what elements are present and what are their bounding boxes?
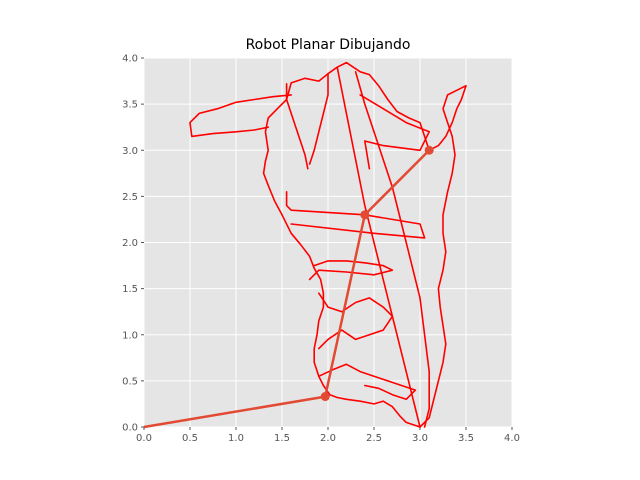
x-tick-label: 1.0 <box>228 433 244 444</box>
y-tick-label: 1.5 <box>122 284 138 295</box>
x-axis: 0.0 0.5 1.0 1.5 2.0 2.5 3.0 3.5 4.0 <box>136 427 520 444</box>
y-axis: 0.0 0.5 1.0 1.5 2.0 2.5 3.0 3.5 4.0 <box>122 54 144 434</box>
drawing-path-3 <box>285 83 309 170</box>
drawing-path-6 <box>336 66 421 428</box>
x-tick-label: 2.0 <box>320 433 336 444</box>
drawing-path-9 <box>308 260 394 281</box>
y-tick-label: 2.0 <box>122 238 138 249</box>
drawing-path-4 <box>308 72 329 165</box>
y-tick-label: 3.0 <box>122 146 138 157</box>
x-tick-label: 1.5 <box>274 433 290 444</box>
y-tick-label: 1.0 <box>122 330 138 341</box>
drawing-path-5 <box>354 71 431 428</box>
y-tick-label: 0.5 <box>122 376 138 387</box>
drawing-path-11 <box>317 363 417 401</box>
x-tick-label: 0.5 <box>182 433 198 444</box>
drawing-path-2 <box>189 94 293 138</box>
drawing-path-7 <box>359 94 431 170</box>
y-tick-label: 2.5 <box>122 192 138 203</box>
y-tick-label: 3.5 <box>122 100 138 111</box>
x-tick-label: 4.0 <box>504 433 520 444</box>
x-tick-label: 2.5 <box>366 433 382 444</box>
x-tick-label: 3.5 <box>458 433 474 444</box>
y-tick-label: 0.0 <box>122 423 138 434</box>
arm-joint-3 <box>424 145 434 155</box>
drawing-path-8 <box>285 191 426 239</box>
x-tick-label: 3.0 <box>412 433 428 444</box>
drawing-path-10 <box>317 292 394 350</box>
arm-joint-2 <box>360 210 370 220</box>
y-tick-label: 4.0 <box>122 54 138 65</box>
x-tick-label: 0.0 <box>136 433 152 444</box>
arm-links <box>143 149 431 429</box>
arm-joint-1 <box>320 392 330 402</box>
robot-arm <box>143 145 434 429</box>
chart-title: Robot Planar Dibujando <box>246 37 411 53</box>
